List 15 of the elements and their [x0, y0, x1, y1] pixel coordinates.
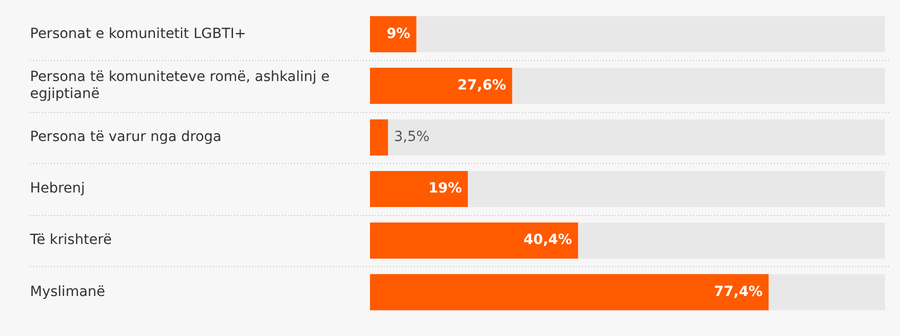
- data-label: 19%: [428, 180, 462, 197]
- data-label: 3,5%: [394, 129, 430, 146]
- data-label: 9%: [386, 26, 410, 42]
- y-tick-label: Persona të varur nga droga: [30, 129, 222, 146]
- data-label: 40,4%: [523, 232, 572, 248]
- bar: [370, 170, 468, 208]
- data-label: 27,6%: [458, 77, 506, 94]
- y-tick-label: Personat e komunitetit LGBTI+: [30, 26, 246, 42]
- y-tick-label: Persona të komuniteteve romë, ashkalinj e egjiptianë: [30, 69, 330, 102]
- bar: [370, 16, 416, 52]
- data-label: 77,4%: [714, 284, 763, 300]
- y-tick-label: Myslimanë: [30, 284, 106, 300]
- bar: [370, 119, 388, 156]
- y-tick-label: Hebrenj: [30, 180, 85, 197]
- y-tick-label: Të krishterë: [29, 232, 112, 248]
